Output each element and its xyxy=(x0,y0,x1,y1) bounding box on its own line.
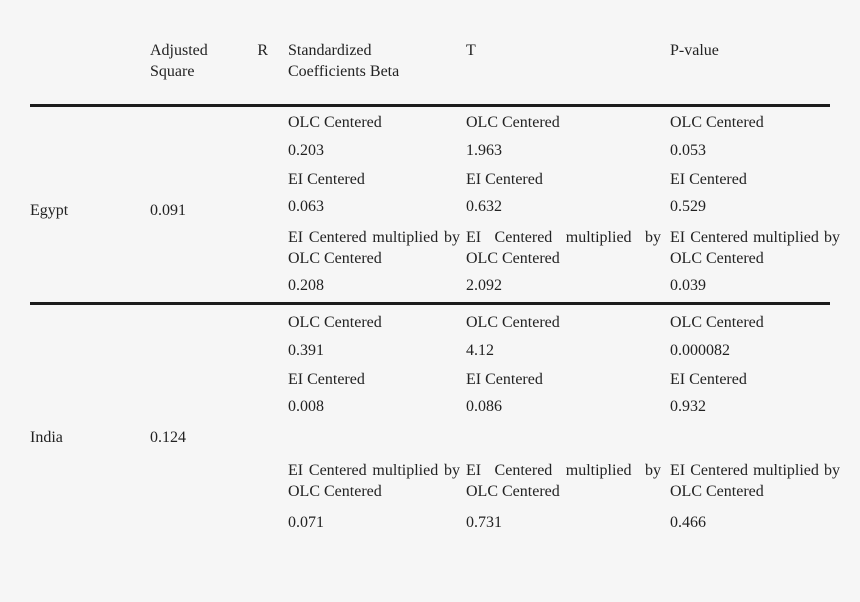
india-row2-beta-value: 0.008 xyxy=(288,398,324,415)
india-row1-t-label: OLC Centered xyxy=(466,314,560,331)
india-row1-beta-label: OLC Centered xyxy=(288,314,382,331)
india-row3-p-value: 0.466 xyxy=(670,514,706,531)
section-divider-rule xyxy=(30,302,830,305)
india-row3-beta-value: 0.071 xyxy=(288,514,324,531)
egypt-row1-t-label: OLC Centered xyxy=(466,114,560,131)
egypt-row2-p-label: EI Centered xyxy=(670,171,747,188)
india-adjusted-r-square-value: 0.124 xyxy=(150,429,186,446)
egypt-row1-p-value: 0.053 xyxy=(670,142,706,159)
header-rule xyxy=(30,104,830,107)
india-row1-t-value: 4.12 xyxy=(466,342,494,359)
country-label-india: India xyxy=(30,429,63,446)
egypt-row2-beta-label: EI Centered xyxy=(288,171,365,188)
egypt-row2-t-value: 0.632 xyxy=(466,198,502,215)
egypt-row1-p-label: OLC Centered xyxy=(670,114,764,131)
header-adjusted-r-line1: Adjusted R xyxy=(150,40,268,61)
india-row3-t-label: EI Centered multiplied by OLC Centered xyxy=(466,462,661,500)
egypt-row3-beta-value: 0.208 xyxy=(288,277,324,294)
india-row3-t-value: 0.731 xyxy=(466,514,502,531)
egypt-row1-t-value: 1.963 xyxy=(466,142,502,159)
header-word-r: R xyxy=(257,42,268,59)
egypt-row3-p-value: 0.039 xyxy=(670,277,706,294)
header-word-square: Square xyxy=(150,63,195,80)
egypt-row3-beta-label: EI Centered multiplied by OLC Centered xyxy=(288,229,460,267)
india-row1-beta-value: 0.391 xyxy=(288,342,324,359)
egypt-row3-p-label: EI Centered multiplied by OLC Centered xyxy=(670,229,840,267)
india-row2-beta-label: EI Centered xyxy=(288,371,365,388)
india-row2-p-value: 0.932 xyxy=(670,398,706,415)
egypt-row2-beta-value: 0.063 xyxy=(288,198,324,215)
header-word-adjusted: Adjusted xyxy=(150,42,208,59)
india-row1-p-label: OLC Centered xyxy=(670,314,764,331)
header-t: T xyxy=(466,42,476,59)
country-label-egypt: Egypt xyxy=(30,202,69,219)
india-row2-t-value: 0.086 xyxy=(466,398,502,415)
india-row2-p-label: EI Centered xyxy=(670,371,747,388)
header-p-value: P-value xyxy=(670,42,719,59)
india-row2-t-label: EI Centered xyxy=(466,371,543,388)
india-row3-beta-label: EI Centered multiplied by OLC Centered xyxy=(288,462,460,500)
india-row1-p-value: 0.000082 xyxy=(670,342,730,359)
egypt-row2-t-label: EI Centered xyxy=(466,171,543,188)
egypt-row3-t-label: EI Centered multiplied by OLC Centered xyxy=(466,229,661,267)
egypt-row3-t-value: 2.092 xyxy=(466,277,502,294)
egypt-adjusted-r-square-value: 0.091 xyxy=(150,202,186,219)
india-row3-p-label: EI Centered multiplied by OLC Centered xyxy=(670,462,840,500)
header-adjusted-r-square: Adjusted R Square xyxy=(150,40,268,82)
egypt-row1-beta-value: 0.203 xyxy=(288,142,324,159)
egypt-row1-beta-label: OLC Centered xyxy=(288,114,382,131)
egypt-row2-p-value: 0.529 xyxy=(670,198,706,215)
header-standardized-coefficients-beta: Standardized Coefficients Beta xyxy=(288,42,400,80)
